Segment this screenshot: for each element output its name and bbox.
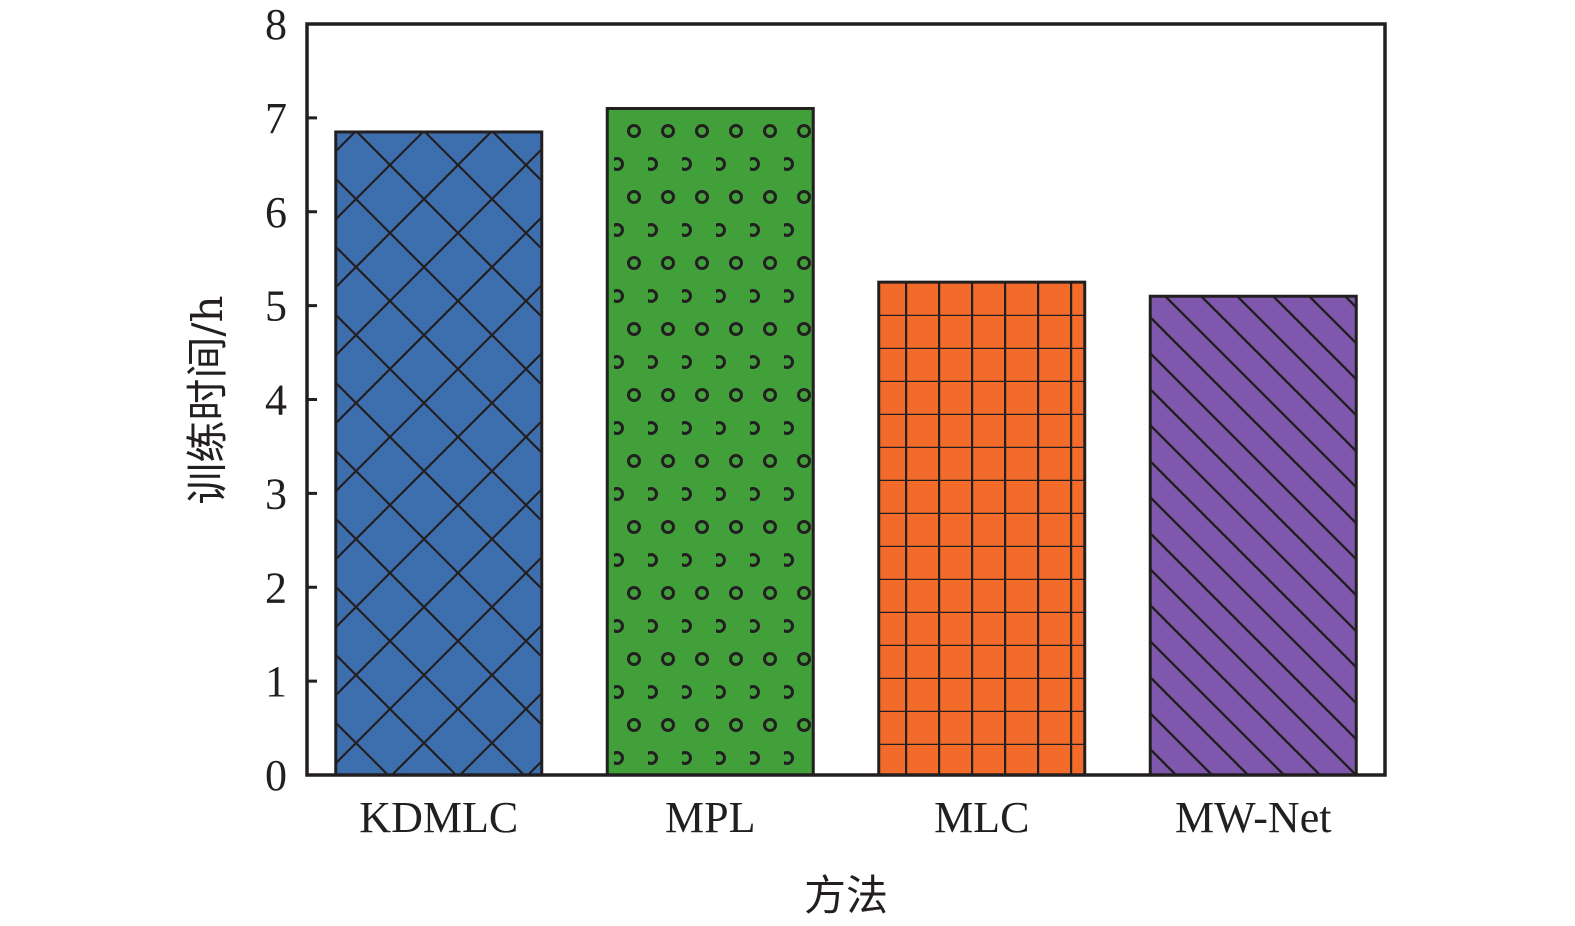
- y-tick-label: 8: [265, 0, 287, 49]
- y-tick-label: 2: [265, 563, 287, 612]
- bar-mw-net: [1148, 294, 1358, 777]
- bar-kdmlc: [334, 130, 544, 777]
- y-tick-label: 4: [265, 376, 287, 425]
- y-axis-title: 训练时间/h: [183, 295, 232, 504]
- bar-mpl: [605, 106, 815, 777]
- x-tick-label: MW-Net: [1175, 793, 1331, 842]
- y-tick-label: 5: [265, 282, 287, 331]
- y-tick-label: 3: [265, 469, 287, 518]
- x-axis-title: 方法: [804, 871, 888, 920]
- y-tick-label: 0: [265, 751, 287, 800]
- y-tick-label: 1: [265, 657, 287, 706]
- y-tick-label: 7: [265, 94, 287, 143]
- x-tick-label: MPL: [665, 793, 755, 842]
- y-tick-label: 6: [265, 188, 287, 237]
- x-tick-label: MLC: [934, 793, 1029, 842]
- bar-mlc: [877, 280, 1087, 777]
- x-tick-label: KDMLC: [359, 793, 518, 842]
